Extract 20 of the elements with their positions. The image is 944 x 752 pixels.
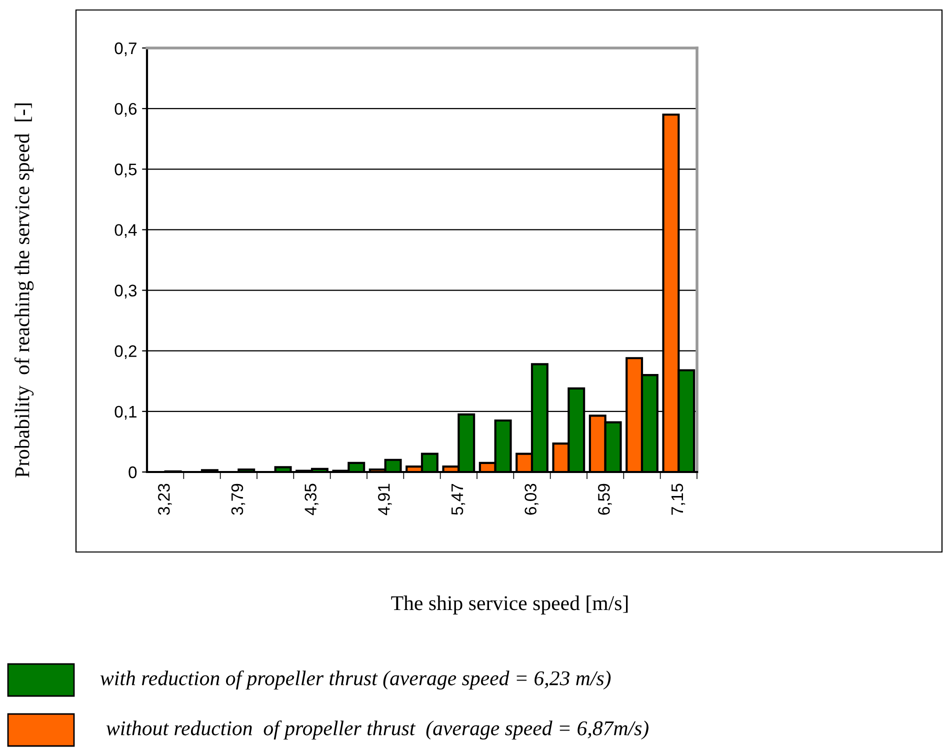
x-tick-label: 3,23 (158, 484, 172, 515)
x-tick-label: 5,47 (452, 484, 466, 515)
legend-label: without reduction of propeller thrust (average speed = 6,87m/s) (106, 720, 648, 740)
y-tick-label: 0,7 (114, 42, 136, 56)
y-tick-label: 0,3 (114, 284, 137, 298)
x-axis-title: The ship service speed [m/s] (391, 596, 628, 614)
y-tick-label: 0,5 (114, 164, 137, 178)
y-tick-label: 0,1 (114, 406, 136, 420)
x-tick-label: 7,15 (672, 484, 686, 515)
x-tick-label: 6,59 (598, 484, 612, 515)
legend-label: with reduction of propeller thrust (average speed = 6,23 m/s) (100, 670, 611, 690)
x-tick-label: 6,03 (524, 484, 538, 515)
y-tick-label: 0,6 (114, 102, 137, 117)
y-tick-label: 0 (128, 466, 137, 478)
y-tick-label: 0,4 (114, 224, 137, 238)
x-tick-label: 4,91 (378, 484, 392, 516)
y-axis-title: Probability of reaching the service speed [-] (14, 104, 34, 478)
x-tick-label: 4,35 (304, 484, 318, 516)
x-tick-label: 3,79 (231, 484, 246, 515)
y-tick-label: 0,2 (114, 345, 136, 360)
